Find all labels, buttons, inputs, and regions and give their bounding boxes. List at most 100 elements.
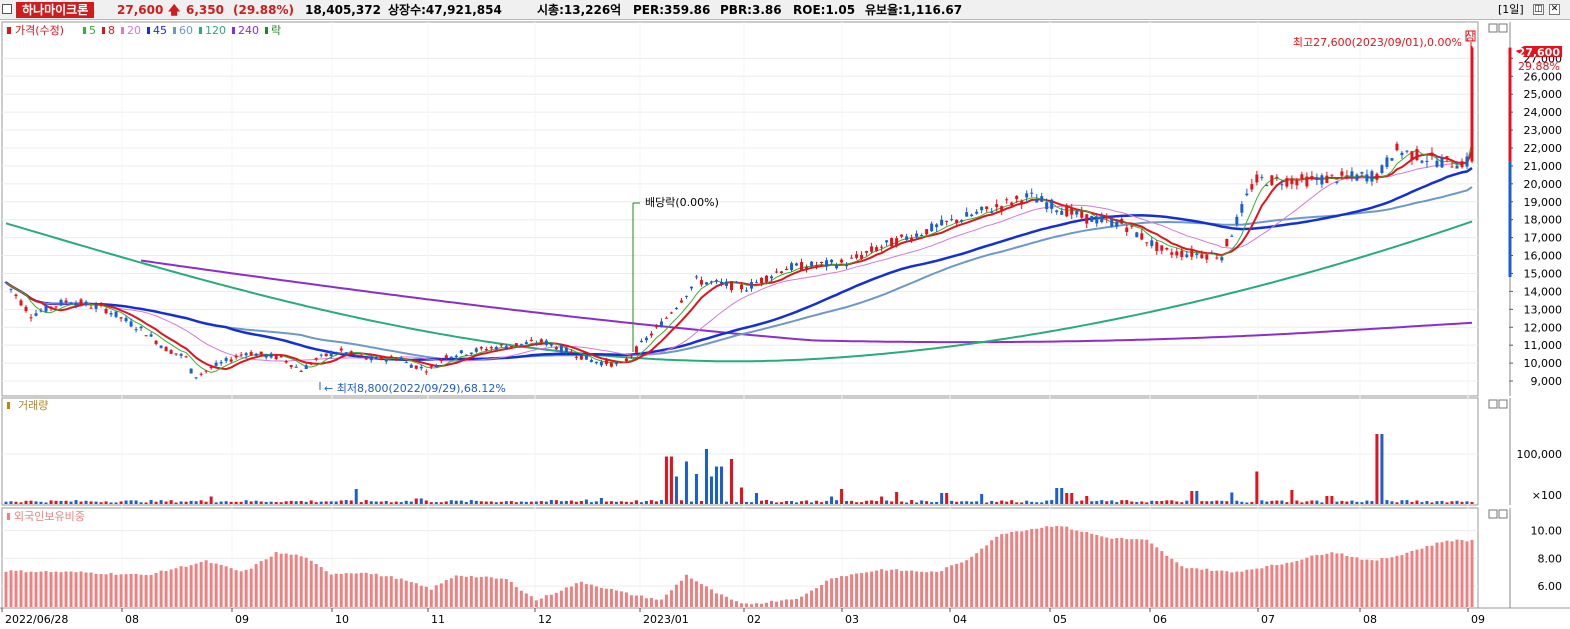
candle-body (995, 204, 999, 208)
volume-bar (334, 501, 338, 504)
foreign-bar (1025, 530, 1029, 607)
volume-bar (194, 501, 198, 504)
foreign-bar (159, 570, 163, 607)
volume-bar (855, 502, 859, 504)
foreign-bar (479, 576, 483, 607)
candle-body (434, 365, 438, 368)
foreign-bar (935, 571, 939, 607)
legend-ma-120: 120 (205, 24, 226, 37)
volume-bar (384, 500, 388, 504)
foreign-bar (384, 576, 388, 607)
candle-body (740, 284, 744, 290)
volume-bar (484, 501, 488, 504)
foreign-bar (980, 548, 984, 607)
upper-limit-icon (1465, 30, 1476, 42)
foreign-bar (119, 574, 123, 607)
period-selector[interactable]: [1일] (1498, 3, 1524, 16)
foreign-bar (359, 572, 363, 607)
foreign-bar (875, 570, 879, 607)
legend-ma-45: 45 (153, 24, 167, 37)
price-tick-label: 25,000 (1524, 88, 1563, 101)
candle-body (204, 370, 208, 372)
volume-bar (1460, 501, 1464, 504)
candle-body (795, 263, 799, 266)
foreign-bar (1135, 539, 1139, 607)
volume-bar (279, 502, 283, 504)
candle-body (1135, 232, 1139, 238)
foreign-bar (920, 571, 924, 607)
candle-body (1195, 253, 1199, 255)
volume-bar (539, 501, 543, 504)
foreign-bar (1445, 540, 1449, 607)
foreign-bar (1395, 555, 1399, 607)
foreign-bar (775, 601, 779, 607)
volume-bar (945, 493, 949, 504)
high-annotation: 최고27,600(2023/09/01),0.00% (1293, 36, 1462, 49)
volume-value: 18,405,372 (305, 3, 381, 17)
candle-body (219, 362, 223, 364)
stock-chart[interactable]: 27,00026,00025,00024,00023,00022,00021,0… (0, 20, 1570, 629)
foreign-bar (519, 590, 523, 607)
foreign-bar (574, 583, 578, 607)
select-checkbox[interactable] (2, 4, 12, 14)
close-icon[interactable]: ✕ (1549, 4, 1560, 15)
volume-bar (109, 502, 113, 504)
foreign-bar (1345, 555, 1349, 607)
volume-bar (1345, 501, 1349, 504)
foreign-bar (1065, 526, 1069, 607)
candle-body (664, 317, 668, 319)
volume-bar (119, 501, 123, 504)
candle-body (194, 377, 198, 379)
volume-bar (1215, 500, 1219, 504)
candle-body (925, 229, 929, 235)
foreign-bar (339, 573, 343, 607)
candle-body (1025, 193, 1029, 198)
candle-body (599, 361, 603, 366)
foreign-bar (559, 590, 563, 607)
volume-bar (234, 501, 238, 504)
volume-bar (274, 502, 278, 504)
foreign-bar (1260, 568, 1264, 607)
volume-bar (880, 496, 884, 504)
foreign-bar (855, 573, 859, 607)
x-tick-label: 07 (1261, 613, 1275, 626)
x-tick-label: 05 (1053, 613, 1067, 626)
candle-body (1260, 176, 1264, 178)
volume-bar (519, 501, 523, 504)
candle-body (1210, 252, 1214, 254)
volume-bar (94, 501, 98, 504)
candle-body (800, 262, 804, 271)
candle-body (1375, 173, 1379, 180)
volume-bar (374, 501, 378, 504)
foreign-bar (1440, 542, 1444, 607)
foreign-bar (534, 600, 538, 607)
volume-bar (805, 500, 809, 504)
foreign-bar (719, 594, 723, 607)
volume-bar (1235, 500, 1239, 504)
candle-body (534, 343, 538, 345)
candle-body (629, 355, 633, 357)
volume-bar (1070, 493, 1074, 504)
candle-body (1160, 245, 1164, 251)
candle-body (89, 307, 93, 309)
candle-body (1245, 193, 1249, 196)
foreign-bar (1285, 562, 1289, 607)
volume-bar (209, 496, 213, 504)
candle-body (950, 219, 954, 221)
foreign-bar (1030, 528, 1034, 607)
foreign-bar (1315, 554, 1319, 607)
volume-bar (1455, 500, 1459, 504)
foreign-bar (199, 561, 203, 607)
candle-body (154, 340, 158, 344)
candle-body (1175, 251, 1179, 256)
volume-bar (1375, 434, 1379, 504)
foreign-bar (379, 576, 383, 607)
volume-bar (1170, 500, 1174, 504)
candle-body (1185, 254, 1189, 258)
candle-body (1415, 149, 1419, 161)
stock-name[interactable]: 하나마이크론 (16, 2, 95, 18)
volume-bar (224, 501, 228, 504)
foreign-bar (1430, 545, 1434, 607)
restore-icon[interactable]: ◫ (1533, 4, 1544, 15)
volume-bar (1180, 502, 1184, 504)
